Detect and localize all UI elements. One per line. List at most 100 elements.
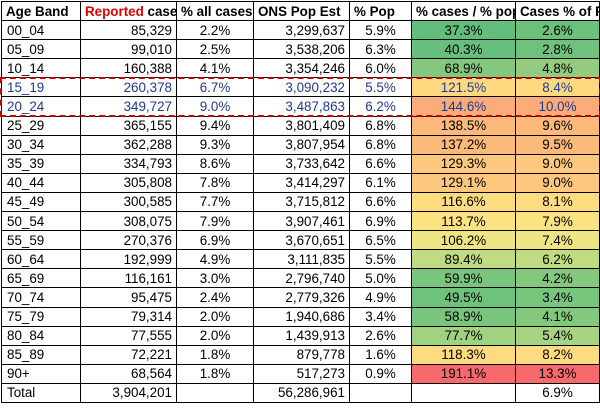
cell-age-band: 70_74: [1, 287, 81, 308]
table-row: 75_79 79,314 2.0% 1,940,686 3.4% 58.9% 4.1%: [1, 306, 600, 327]
cell-pct-all-cases: 4.9%: [176, 249, 254, 270]
cell-cases-pct-of-pop: 2.6%: [515, 20, 600, 41]
cell-ons-pop: 2,796,740: [253, 268, 350, 289]
cell-pct-pop: 2.6%: [349, 325, 412, 346]
cell-cases-pct-of-pop: 4.1%: [515, 306, 600, 327]
cell-age-band: 45_49: [1, 191, 81, 213]
cell-ratio: 59.9%: [411, 268, 516, 289]
cell-pct-pop: 6.3%: [349, 39, 412, 60]
cell-pct-pop: 3.4%: [349, 306, 412, 327]
table-row: 45_49 300,585 7.7% 3,715,812 6.6% 116.6% 8.1%: [1, 191, 600, 213]
cell-pct-all-cases: 1.8%: [176, 344, 254, 365]
cell-cases-pct-of-pop: 9.0%: [515, 172, 600, 193]
table-row: 25_29 365,155 9.4% 3,801,409 6.8% 138.5% 9.6%: [1, 115, 600, 136]
cell-ons-pop: 3,907,461: [253, 211, 350, 232]
cell-reported-cases: 116,161: [80, 268, 177, 289]
cell-reported-cases: 68,564: [80, 363, 177, 384]
cell-ons-pop: 1,439,913: [253, 325, 350, 346]
table-row: 85_89 72,221 1.8% 879,778 1.6% 118.3% 8.2%: [1, 344, 600, 365]
cell-cases-pct-of-pop: 8.1%: [515, 191, 600, 213]
cell-ratio: 118.3%: [411, 344, 516, 365]
cell-cases-pct-of-pop: 4.2%: [515, 268, 600, 289]
cell-pct-pop: 6.5%: [349, 230, 412, 251]
age-band-cases-table: Age Band Reported cases % all cases ONS …: [1, 0, 600, 403]
cell-pct-all-cases: 2.5%: [176, 39, 254, 60]
cell-ratio: 106.2%: [411, 230, 516, 251]
cell-pct-all-cases: [176, 382, 254, 403]
cell-cases-pct-of-pop: 6.9%: [515, 382, 600, 403]
cell-age-band: 55_59: [1, 230, 81, 251]
table-row: 80_84 77,555 2.0% 1,439,913 2.6% 77.7% 5.4%: [1, 325, 600, 346]
cell-pct-all-cases: 8.6%: [176, 153, 254, 174]
cell-reported-cases: 85,329: [80, 20, 177, 41]
cell-ratio: 121.5%: [411, 77, 516, 98]
cell-pct-pop: 5.5%: [349, 249, 412, 270]
cell-pct-all-cases: 2.0%: [176, 306, 254, 327]
cell-reported-cases: 72,221: [80, 344, 177, 365]
cell-ons-pop: 3,111,835: [253, 249, 350, 270]
cell-pct-pop: 4.9%: [349, 287, 412, 308]
cell-pct-all-cases: 9.4%: [176, 115, 254, 136]
cell-reported-cases: 95,475: [80, 287, 177, 308]
cell-cases-pct-of-pop: 3.4%: [515, 287, 600, 308]
cell-reported-cases: 300,585: [80, 191, 177, 213]
cell-cases-pct-of-pop: 9.0%: [515, 153, 600, 174]
cell-ons-pop: 3,354,246: [253, 58, 350, 79]
table-body: 00_04 85,329 2.2% 3,299,637 5.9% 37.3% 2.6% 05_…: [1, 20, 600, 403]
header-cases-word: cases: [147, 3, 176, 19]
cell-pct-pop: 5.9%: [349, 20, 412, 41]
cell-age-band: 10_14: [1, 58, 81, 79]
cell-ons-pop: 3,715,812: [253, 191, 350, 213]
cell-ratio: 113.7%: [411, 211, 516, 232]
cell-ratio: 116.6%: [411, 191, 516, 213]
cell-reported-cases: 160,388: [80, 58, 177, 79]
cell-cases-pct-of-pop: 9.6%: [515, 115, 600, 136]
cell-reported-cases: 308,075: [80, 211, 177, 232]
cell-ons-pop: 1,940,686: [253, 306, 350, 327]
header-reported-cases: Reported cases: [80, 0, 177, 22]
cell-reported-cases: 270,376: [80, 230, 177, 251]
cell-pct-pop: 1.6%: [349, 344, 412, 365]
cell-ons-pop: 3,733,642: [253, 153, 350, 174]
cell-age-band: 85_89: [1, 344, 81, 365]
cell-age-band: 05_09: [1, 39, 81, 60]
cell-pct-all-cases: 2.4%: [176, 287, 254, 308]
cell-reported-cases: 192,999: [80, 249, 177, 270]
table-row: 35_39 334,793 8.6% 3,733,642 6.6% 129.3% 9.0%: [1, 153, 600, 174]
cell-pct-all-cases: 4.1%: [176, 58, 254, 79]
cell-cases-pct-of-pop: 2.8%: [515, 39, 600, 60]
cell-ratio: 129.1%: [411, 172, 516, 193]
cell-cases-pct-of-pop: 7.9%: [515, 211, 600, 232]
cell-age-band: 25_29: [1, 115, 81, 136]
cell-ons-pop: 2,779,326: [253, 287, 350, 308]
header-pct-pop: % Pop: [349, 0, 412, 22]
header-cases-pct-of-pop: Cases % of Pop: [515, 0, 600, 22]
cell-age-band: 15_19: [1, 77, 81, 98]
cell-ratio: [411, 382, 516, 403]
cell-pct-all-cases: 9.0%: [176, 96, 254, 117]
cell-reported-cases: 3,904,201: [80, 382, 177, 403]
cell-ons-pop: 3,090,232: [253, 77, 350, 98]
cell-ons-pop: 3,801,409: [253, 115, 350, 136]
cell-age-band: 35_39: [1, 153, 81, 174]
cell-pct-pop: 6.2%: [349, 96, 412, 117]
cell-cases-pct-of-pop: 10.0%: [515, 96, 600, 117]
cell-age-band: 65_69: [1, 268, 81, 289]
cell-ratio: 77.7%: [411, 325, 516, 346]
table-row: 05_09 99,010 2.5% 3,538,206 6.3% 40.3% 2.8%: [1, 39, 600, 60]
cell-pct-all-cases: 2.0%: [176, 325, 254, 346]
cell-pct-pop: 6.6%: [349, 153, 412, 174]
cell-pct-pop: [349, 382, 412, 403]
cell-age-band: Total: [1, 382, 81, 403]
cell-ons-pop: 3,487,863: [253, 96, 350, 117]
table-row: 40_44 305,808 7.8% 3,414,297 6.1% 129.1% 9.0%: [1, 172, 600, 193]
total-row: Total 3,904,201 56,286,961 6.9%: [1, 382, 600, 403]
cell-ons-pop: 3,807,954: [253, 134, 350, 155]
cell-pct-pop: 0.9%: [349, 363, 412, 384]
cell-age-band: 50_54: [1, 211, 81, 232]
cell-ratio: 89.4%: [411, 249, 516, 270]
cell-ons-pop: 3,414,297: [253, 172, 350, 193]
table-row: 15_19 260,378 6.7% 3,090,232 5.5% 121.5% 8.4%: [1, 77, 600, 98]
header-row: Age Band Reported cases % all cases ONS …: [1, 0, 600, 22]
table-row: 70_74 95,475 2.4% 2,779,326 4.9% 49.5% 3.4%: [1, 287, 600, 308]
